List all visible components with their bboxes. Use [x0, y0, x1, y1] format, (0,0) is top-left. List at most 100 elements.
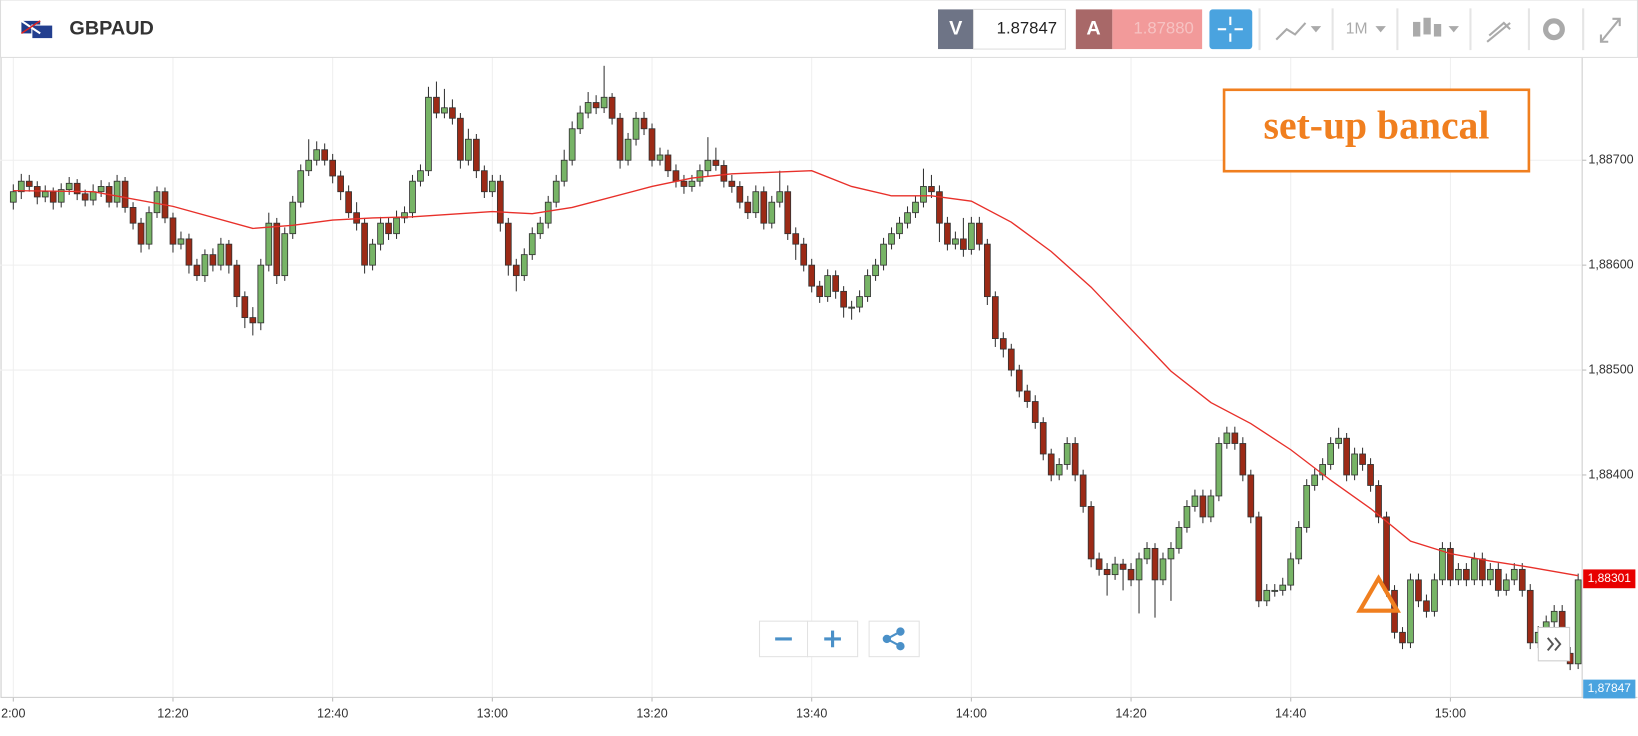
candle-body	[169, 217, 177, 245]
buy-price-box[interactable]	[1112, 9, 1203, 50]
flag-icon	[20, 20, 54, 40]
interval[interactable]: 1M	[1346, 20, 1368, 37]
sell-button[interactable]	[938, 9, 974, 50]
candle-body	[1007, 348, 1015, 371]
candle-body	[185, 238, 193, 266]
candle-body	[592, 102, 600, 109]
candle-body	[999, 338, 1007, 350]
crosshair-button[interactable]	[1209, 9, 1253, 50]
candle-body	[688, 180, 696, 187]
candle-body	[1079, 474, 1087, 507]
y-tick-label: 1,88600	[1588, 257, 1633, 271]
x-tick-label: 12:20	[157, 706, 188, 720]
y-tick-label: 1,88500	[1588, 362, 1633, 376]
candle-body	[297, 170, 305, 203]
candle-body	[1103, 568, 1111, 576]
candle-body	[145, 212, 153, 245]
candle-body	[752, 191, 760, 214]
overlay: 1,88301	[1583, 569, 1636, 589]
candle-body	[1271, 589, 1279, 592]
candle-body	[840, 290, 847, 308]
bid-badge-bg	[1583, 679, 1636, 699]
candle-body	[129, 207, 137, 224]
candle-body	[1351, 453, 1358, 476]
candle-body	[584, 102, 592, 114]
candle-body	[137, 222, 145, 245]
candle-body	[1439, 547, 1446, 581]
candle-body	[313, 149, 321, 161]
candle-body	[481, 170, 488, 193]
triangle-marker	[1356, 574, 1401, 613]
x-tick-label: 13:40	[796, 706, 827, 720]
candle-body	[449, 107, 456, 119]
candle-body	[1303, 485, 1311, 528]
candle-body	[1415, 579, 1422, 602]
candle-body	[465, 138, 472, 161]
candle-body	[81, 193, 89, 201]
candle-body	[1143, 547, 1151, 560]
candle-body	[1071, 443, 1079, 476]
candle-body	[337, 175, 344, 193]
candle-body	[640, 117, 648, 130]
candle-body	[201, 254, 209, 277]
buy-button[interactable]	[1075, 9, 1113, 50]
candle-body	[512, 264, 520, 277]
candle-body	[281, 233, 289, 277]
candle-body	[1479, 558, 1486, 581]
sell-price-box[interactable]	[972, 8, 1066, 50]
candle-body	[1383, 516, 1390, 591]
candle-body	[1151, 547, 1159, 581]
share-button[interactable]	[868, 620, 920, 658]
candle-body	[648, 128, 656, 161]
candle-body	[265, 222, 273, 266]
candle-body	[1223, 432, 1231, 444]
candle-body	[1486, 568, 1494, 581]
candle-body	[1095, 558, 1103, 570]
candle-body	[1183, 506, 1191, 528]
candle-body	[983, 243, 991, 298]
plus-icon	[824, 630, 841, 648]
sell-label: V	[949, 17, 963, 39]
candle-body	[361, 222, 368, 266]
candle-body	[1574, 579, 1582, 665]
candle-body	[33, 186, 41, 198]
candle-body	[1159, 558, 1167, 581]
candle-body	[73, 182, 81, 195]
x-tick-label: 13:20	[636, 706, 667, 720]
candle-body	[720, 165, 728, 182]
candle-body	[912, 201, 919, 214]
annotation: set-up bancal	[1264, 104, 1490, 148]
candle-body	[441, 107, 448, 114]
candle-body	[864, 275, 871, 298]
candle-body	[25, 180, 33, 187]
candle-body	[808, 264, 816, 287]
candle-body	[385, 222, 392, 235]
candle-body	[1423, 600, 1430, 612]
candle-body	[353, 212, 360, 224]
candle-body	[97, 186, 105, 193]
zoom-controls	[758, 620, 1571, 662]
candle-body	[928, 186, 935, 193]
candle-body	[1199, 495, 1207, 518]
candle-body	[409, 180, 416, 214]
candle-body	[1335, 437, 1342, 444]
moving-average	[13, 170, 1579, 577]
candle-body	[1287, 558, 1295, 586]
candle-body	[257, 264, 265, 324]
candle-body	[193, 264, 201, 277]
candle-body	[1175, 527, 1183, 549]
candle-body	[1255, 516, 1263, 602]
candle-body	[1111, 563, 1119, 576]
candle-body	[1231, 432, 1239, 444]
candle-body	[17, 180, 25, 193]
candle-body	[1039, 422, 1047, 455]
candle-body	[1191, 495, 1199, 507]
candle-body	[121, 180, 129, 208]
candle-body	[1023, 390, 1031, 402]
candle-body	[712, 159, 720, 166]
candle-body	[728, 180, 736, 187]
candle-body	[1215, 443, 1223, 497]
candle-body	[1087, 506, 1095, 560]
candle-body	[153, 191, 161, 214]
